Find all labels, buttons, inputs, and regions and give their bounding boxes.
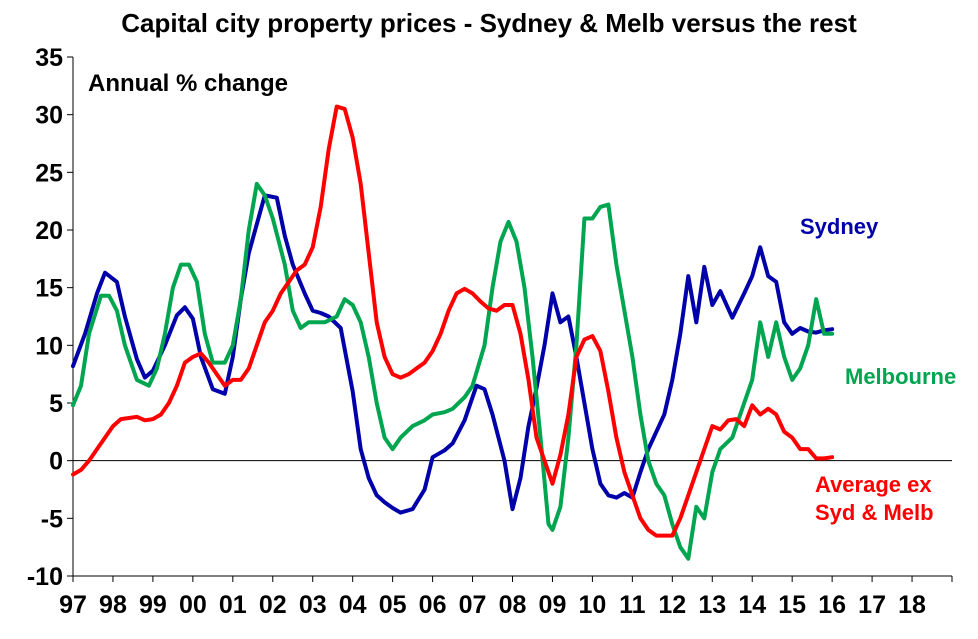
x-tick-label: 10 <box>579 591 607 619</box>
x-tick-label: 99 <box>139 591 167 619</box>
legend-label-rest-line1: Average ex <box>815 472 932 497</box>
x-tick-label: 11 <box>619 591 646 619</box>
chart-subtitle: Annual % change <box>88 70 288 97</box>
y-tick-label: -5 <box>41 505 63 533</box>
series-line-melbourne <box>71 181 835 561</box>
series-lines <box>71 104 835 561</box>
series-line-sydney <box>71 193 835 515</box>
x-tick-label: 17 <box>858 591 886 619</box>
x-tick-label: 14 <box>738 591 766 619</box>
x-tick-label: 00 <box>179 591 207 619</box>
plot-area <box>73 57 952 576</box>
y-tick-label: 35 <box>35 44 63 72</box>
x-tick-label: 98 <box>99 591 127 619</box>
y-tick-label: 5 <box>49 390 63 418</box>
x-tick-label: 18 <box>898 591 926 619</box>
y-tick-label: 15 <box>35 275 63 303</box>
x-tick-label: 06 <box>419 591 447 619</box>
y-tick-label: 0 <box>49 448 63 476</box>
x-tick-label: 12 <box>658 591 686 619</box>
x-tick-label: 97 <box>59 591 87 619</box>
x-tick-label: 08 <box>499 591 527 619</box>
y-axis: -10 -5 0 5 10 15 20 25 30 35 <box>27 44 74 591</box>
chart-title: Capital city property prices - Sydney & … <box>121 8 857 38</box>
x-tick-label: 03 <box>299 591 327 619</box>
series-line-rest <box>71 104 835 538</box>
x-tick-label: 05 <box>379 591 407 619</box>
legend-label-sydney: Sydney <box>800 214 879 239</box>
x-tick-label: 02 <box>259 591 287 619</box>
legend-label-rest-line2: Syd & Melb <box>815 500 934 525</box>
x-tick-label: 16 <box>818 591 846 619</box>
y-tick-label: -10 <box>27 563 63 591</box>
x-tick-label: 01 <box>219 591 247 619</box>
x-tick-label: 07 <box>459 591 487 619</box>
y-tick-label: 20 <box>35 217 63 245</box>
legend-label-melbourne: Melbourne <box>845 364 956 389</box>
y-tick-label: 25 <box>35 159 63 187</box>
x-tick-label: 13 <box>698 591 726 619</box>
y-tick-label: 30 <box>35 102 63 130</box>
x-tick-label: 04 <box>339 591 367 619</box>
x-axis: 97 98 99 00 01 02 03 04 05 06 07 08 09 10 11 12 13 14 15 16… <box>59 575 953 619</box>
x-tick-label: 15 <box>778 591 806 619</box>
y-tick-label: 10 <box>35 332 63 360</box>
x-tick-label: 09 <box>539 591 567 619</box>
